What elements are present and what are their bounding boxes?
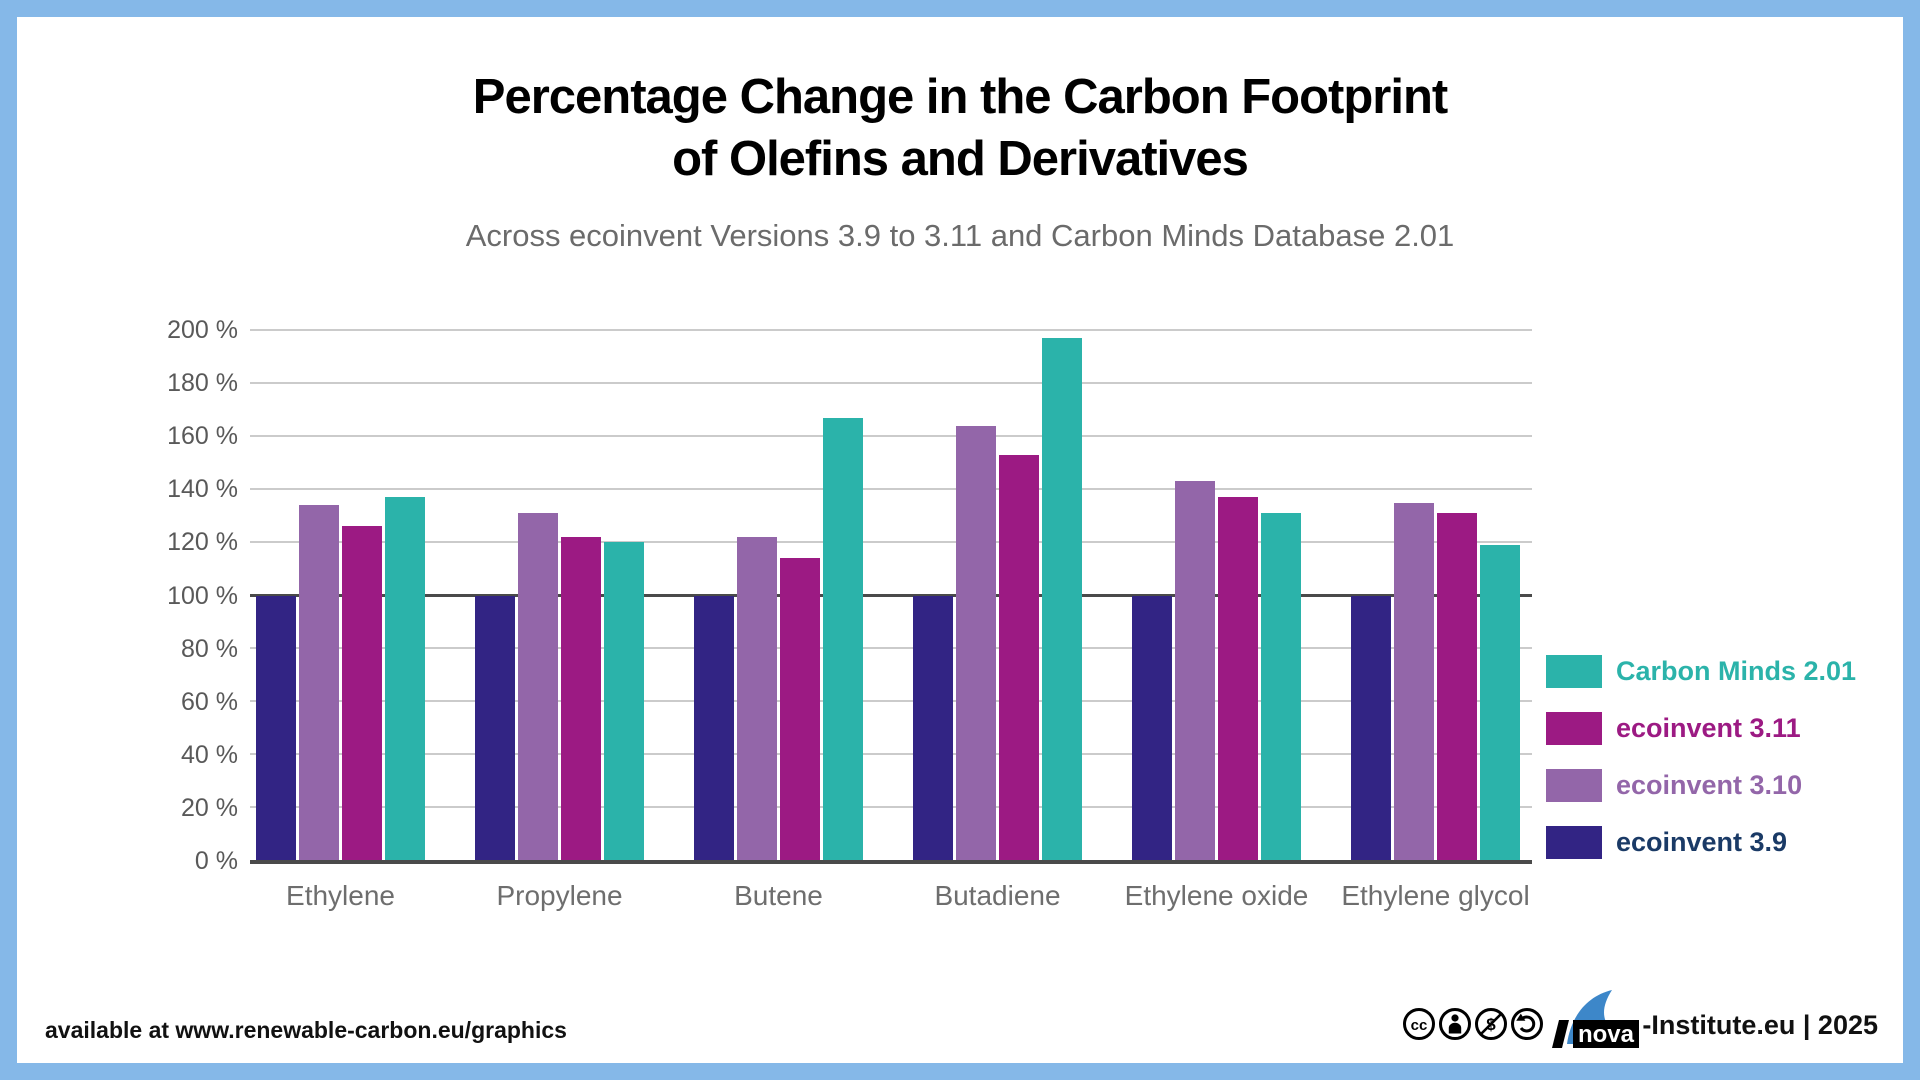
- cc-sa-icon: [1511, 1008, 1544, 1040]
- plot-area: [250, 328, 1532, 864]
- legend-label-ecoinvent-3-11: ecoinvent 3.11: [1616, 713, 1801, 743]
- bar-ecoinvent-3-10-propylene: [518, 513, 558, 860]
- x-axis-labels: Ethylene Propylene Butene Butadiene Ethylene…: [250, 880, 1532, 920]
- x-axis-line: [250, 860, 1532, 864]
- gridline-140: [250, 487, 1532, 490]
- bar-carbon-minds-2-01-propylene: [604, 542, 644, 860]
- y-tick-120: 120 %: [167, 528, 238, 557]
- nova-logo-text: nova: [1578, 1021, 1635, 1048]
- bar-carbon-minds-2-01-butene: [823, 417, 863, 860]
- legend-item-ecoinvent-3-11: ecoinvent 3.11: [1546, 712, 1856, 745]
- legend-item-ecoinvent-3-10: ecoinvent 3.10: [1546, 769, 1856, 802]
- bar-ecoinvent-3-9-ethylene: [256, 595, 296, 860]
- svg-text:cc: cc: [1411, 1017, 1428, 1034]
- legend-swatch-carbon-minds-2-01: [1546, 655, 1602, 688]
- bar-ecoinvent-3-11-butene: [780, 558, 820, 860]
- y-tick-0: 0 %: [194, 847, 238, 875]
- y-axis-labels: 0 % 20 % 40 % 60 % 80 % 100 % 120 % 140 % 160 % 1…: [100, 316, 238, 875]
- cc-nc-icon: $: [1475, 1008, 1508, 1040]
- y-tick-40: 40 %: [181, 740, 238, 769]
- y-tick-20: 20 %: [181, 793, 238, 822]
- bar-ecoinvent-3-11-ethylene-glycol: [1437, 513, 1477, 860]
- footer-availability-text: available at www.renewable-carbon.eu/gra…: [45, 1017, 567, 1043]
- nova-institute-logo: nova: [1552, 988, 1640, 1048]
- bar-ecoinvent-3-11-ethylene: [342, 526, 382, 860]
- bar-ecoinvent-3-10-butene: [737, 537, 777, 860]
- chart-title-line2: of Olefins and Derivatives: [672, 132, 1249, 186]
- legend-item-carbon-minds-2-01: Carbon Minds 2.01: [1546, 655, 1856, 688]
- legend-swatch-ecoinvent-3-10: [1546, 769, 1602, 802]
- bar-carbon-minds-2-01-butadiene: [1042, 337, 1082, 860]
- y-tick-80: 80 %: [181, 634, 238, 663]
- bar-ecoinvent-3-10-ethylene: [299, 505, 339, 860]
- category-label-butadiene: Butadiene: [934, 880, 1061, 911]
- bar-ecoinvent-3-11-ethylene-oxide: [1218, 497, 1258, 860]
- category-label-propylene: Propylene: [496, 880, 623, 911]
- gridline-200: [250, 328, 1532, 331]
- y-tick-100: 100 %: [167, 581, 238, 610]
- y-tick-60: 60 %: [181, 687, 238, 716]
- bar-ecoinvent-3-11-butadiene: [999, 454, 1039, 860]
- legend-swatch-ecoinvent-3-11: [1546, 712, 1602, 745]
- bar-carbon-minds-2-01-ethylene-glycol: [1480, 545, 1520, 860]
- gridline-60: [250, 700, 1532, 703]
- footer-institute-text: -Institute.eu | 2025: [1642, 1010, 1878, 1040]
- bar-ecoinvent-3-9-butadiene: [913, 595, 953, 860]
- y-tick-140: 140 %: [167, 475, 238, 504]
- footer-right: cc $ nova -Institute.eu | 2025: [1402, 988, 1878, 1048]
- bar-ecoinvent-3-10-ethylene-oxide: [1175, 481, 1215, 860]
- gridline-160: [250, 434, 1532, 437]
- gridline-180: [250, 381, 1532, 384]
- category-label-ethylene: Ethylene: [286, 880, 395, 911]
- legend-label-carbon-minds-2-01: Carbon Minds 2.01: [1616, 656, 1857, 686]
- cc-by-icon: [1439, 1008, 1472, 1040]
- baseline-100-line: [250, 594, 1532, 597]
- gridline-120: [250, 540, 1532, 543]
- category-label-ethylene-oxide: Ethylene oxide: [1124, 880, 1309, 911]
- legend-label-ecoinvent-3-10: ecoinvent 3.10: [1616, 770, 1803, 800]
- bar-ecoinvent-3-10-ethylene-glycol: [1394, 502, 1434, 860]
- bar-carbon-minds-2-01-ethylene: [385, 497, 425, 860]
- y-tick-160: 160 %: [167, 422, 238, 451]
- cc-icon: cc: [1403, 1008, 1436, 1040]
- legend-label-ecoinvent-3-9: ecoinvent 3.9: [1616, 827, 1788, 857]
- gridline-20: [250, 806, 1532, 809]
- chart-title-line1: Percentage Change in the Carbon Footprin…: [472, 70, 1448, 124]
- legend: Carbon Minds 2.01 ecoinvent 3.11 ecoinvent…: [1546, 655, 1856, 883]
- y-tick-200: 200 %: [167, 316, 238, 344]
- bar-ecoinvent-3-9-ethylene-oxide: [1132, 595, 1172, 860]
- bar-ecoinvent-3-11-propylene: [561, 537, 601, 860]
- bar-ecoinvent-3-9-butene: [694, 595, 734, 860]
- chart-subtitle: Across ecoinvent Versions 3.9 to 3.11 an…: [465, 218, 1455, 253]
- category-label-ethylene-glycol: Ethylene glycol: [1341, 880, 1530, 911]
- chart-title: Percentage Change in the Carbon Footprin…: [0, 66, 1920, 190]
- category-label-butene: Butene: [734, 880, 823, 911]
- bar-ecoinvent-3-9-propylene: [475, 595, 515, 860]
- bar-carbon-minds-2-01-ethylene-oxide: [1261, 513, 1301, 860]
- bar-ecoinvent-3-9-ethylene-glycol: [1351, 595, 1391, 860]
- bar-ecoinvent-3-10-butadiene: [956, 425, 996, 860]
- gridline-80: [250, 647, 1532, 650]
- creative-commons-icons: cc $: [1402, 1007, 1546, 1041]
- legend-item-ecoinvent-3-9: ecoinvent 3.9: [1546, 826, 1856, 859]
- legend-swatch-ecoinvent-3-9: [1546, 826, 1602, 859]
- gridline-40: [250, 753, 1532, 756]
- y-tick-180: 180 %: [167, 369, 238, 398]
